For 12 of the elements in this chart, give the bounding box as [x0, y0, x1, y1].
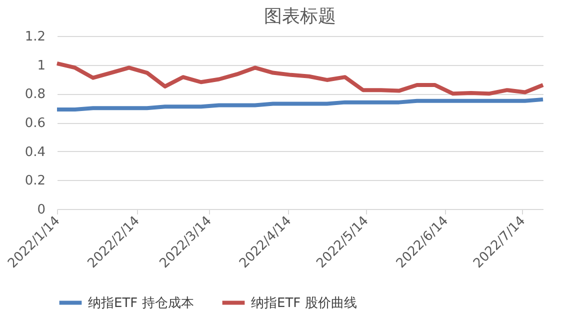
y-tick-label: 0.8 [24, 87, 46, 102]
y-tick-label: 0 [37, 202, 46, 218]
y-tick-label: 0.6 [24, 116, 46, 131]
legend-label: 纳指ETF 股价曲线 [251, 296, 357, 311]
line-series [55, 61, 545, 96]
y-tick-label: 0.2 [24, 174, 46, 189]
line-series [55, 97, 545, 112]
legend-label: 纳指ETF 持仓成本 [88, 296, 194, 311]
y-tick-label: 0.4 [24, 144, 46, 160]
y-tick-label: 1 [37, 58, 46, 74]
y-tick-label: 1.2 [24, 30, 46, 44]
chart-title: 图表标题 [264, 6, 336, 27]
